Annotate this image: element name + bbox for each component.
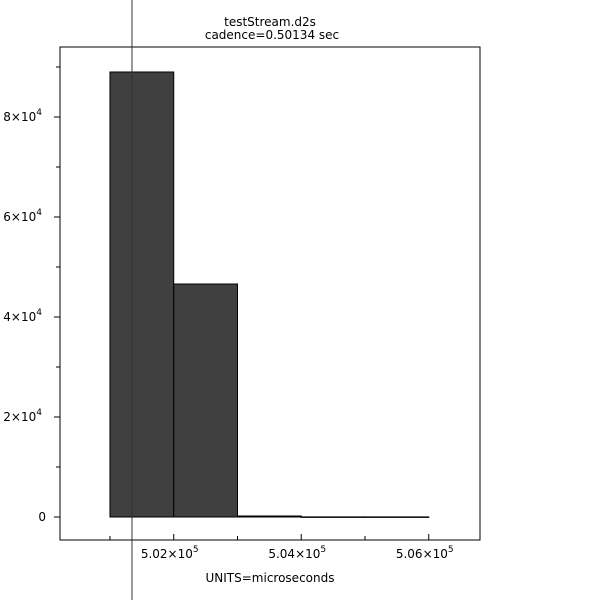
histogram-bar: [236, 515, 302, 518]
chart-title: testStream.d2s: [224, 15, 316, 29]
y-tick-label: 8×104: [3, 108, 42, 124]
y-tick-label: 0: [38, 510, 46, 524]
histogram-bar: [300, 516, 366, 518]
y-tick-label: 6×104: [3, 208, 42, 224]
x-axis-label: UNITS=microseconds: [206, 571, 335, 585]
x-tick-label: 5.02×105: [141, 545, 199, 561]
plot-frame: [59, 46, 481, 541]
histogram-bar: [109, 71, 175, 518]
y-tick-label: 2×104: [3, 408, 42, 424]
histogram-bar: [173, 283, 238, 518]
chart-subtitle: cadence=0.50134 sec: [205, 28, 339, 42]
x-tick-label: 5.04×105: [268, 545, 326, 561]
y-tick-label: 4×104: [3, 308, 42, 324]
histogram-bar: [364, 516, 430, 518]
x-tick-label: 5.06×105: [396, 545, 454, 561]
